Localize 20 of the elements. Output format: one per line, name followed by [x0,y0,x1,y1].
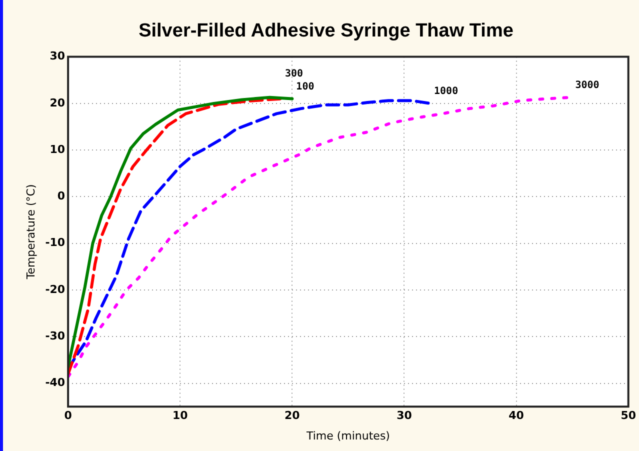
x-tick-label: 10 [172,409,188,422]
y-tick-label: -10 [45,236,66,250]
y-axis-title: Temperature (°C) [24,184,38,280]
x-tick-label: 50 [620,409,636,422]
series-label: 100 [296,81,314,92]
y-tick-label: -30 [45,330,66,342]
x-tick-label: 40 [508,409,524,422]
series-label: 300 [284,68,304,80]
y-tick-label: -40 [45,376,66,390]
x-tick-label: 20 [284,409,300,422]
chart-title: Silver-Filled Adhesive Syringe Thaw Time [138,20,514,42]
y-tick-label: 0 [57,190,66,203]
y-tick-label: 30 [50,50,66,63]
series-label: 1000 [434,86,458,98]
y-tick-label: 20 [50,96,66,110]
series-label: 3000 [575,80,600,91]
y-tick-label: -20 [45,282,66,296]
x-axis-title: Time (minutes) [305,429,390,442]
y-tick-label: 10 [50,142,66,156]
x-tick-label: 30 [396,409,412,422]
